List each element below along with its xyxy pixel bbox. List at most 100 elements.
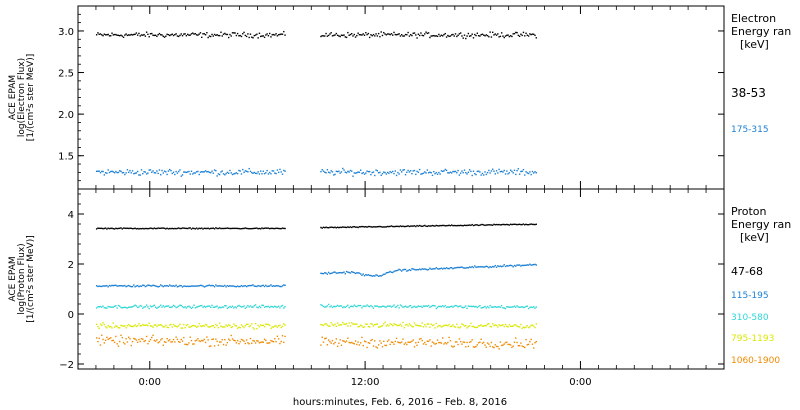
data-point-175-315 [452,170,454,173]
data-point-1060-1900 [393,343,395,345]
data-point-310-580 [147,306,149,308]
data-point-175-315 [474,172,476,175]
data-point-1060-1900 [356,343,358,346]
data-point-47-68 [411,225,413,227]
data-point-115-195 [481,266,484,268]
legend-entry-1060-1900: 1060-1900 [731,356,780,366]
data-point-1060-1900 [154,340,157,342]
data-point-115-195 [252,284,254,286]
data-point-1060-1900 [253,340,255,342]
data-point-310-580 [165,305,167,307]
data-point-1060-1900 [494,344,496,346]
data-point-175-315 [147,172,149,174]
data-point-310-580 [236,305,239,307]
data-point-175-315 [417,171,420,174]
data-point-115-195 [518,264,521,266]
data-point-175-315 [449,171,452,173]
data-point-310-580 [411,306,413,309]
data-point-47-68 [516,223,518,226]
data-point-175-315 [344,171,347,173]
data-point-38-53 [493,34,495,36]
data-point-38-53 [258,32,261,35]
data-point-115-195 [144,285,147,288]
data-point-115-195 [389,270,391,273]
data-point-115-195 [412,268,414,270]
data-point-47-68 [529,223,531,226]
data-point-1060-1900 [104,339,107,342]
data-point-115-195 [153,284,156,287]
data-point-795-1193 [192,324,194,327]
data-point-47-68 [415,225,417,228]
data-point-795-1193 [434,327,436,329]
data-point-115-195 [210,285,212,287]
data-point-115-195 [409,269,412,272]
data-point-47-68 [450,224,453,226]
data-point-795-1193 [106,327,108,329]
data-point-795-1193 [148,322,150,325]
data-point-115-195 [258,285,261,287]
data-point-795-1193 [384,321,386,323]
data-point-175-315 [270,173,272,175]
data-point-795-1193 [261,324,263,327]
data-point-310-580 [283,307,285,309]
data-point-310-580 [395,306,398,308]
data-point-310-580 [465,305,467,307]
data-point-175-315 [485,173,487,176]
data-point-38-53 [206,31,208,34]
data-point-47-68 [380,226,382,228]
data-point-115-195 [202,285,204,287]
data-point-795-1193 [117,327,120,329]
data-point-115-195 [251,284,253,287]
data-point-1060-1900 [177,340,180,343]
data-point-115-195 [444,267,446,270]
data-point-175-315 [520,170,522,173]
data-point-38-53 [416,37,418,39]
data-point-38-53 [161,34,163,36]
data-point-38-53 [124,34,126,36]
data-point-1060-1900 [142,338,144,340]
data-point-310-580 [127,306,130,309]
data-point-795-1193 [229,324,231,327]
data-point-795-1193 [107,324,109,327]
data-point-795-1193 [351,322,353,324]
data-point-47-68 [198,227,200,229]
data-point-795-1193 [349,325,352,327]
data-point-115-195 [220,285,222,287]
data-point-175-315 [324,171,326,173]
data-point-310-580 [426,305,429,307]
data-point-175-315 [334,173,336,176]
data-point-115-195 [185,285,188,288]
data-point-47-68 [272,227,275,230]
data-point-175-315 [226,171,229,174]
data-point-1060-1900 [380,342,382,344]
data-point-38-53 [261,35,263,37]
data-point-47-68 [507,223,509,226]
data-point-115-195 [395,269,398,272]
data-point-175-315 [425,172,427,174]
data-point-795-1193 [361,325,363,327]
data-point-795-1193 [340,324,343,326]
data-point-47-68 [498,223,500,226]
data-point-175-315 [175,170,177,173]
data-point-38-53 [270,36,272,38]
data-point-795-1193 [265,323,267,325]
data-point-795-1193 [472,325,475,328]
data-point-47-68 [533,223,535,226]
data-point-47-68 [329,226,331,229]
data-point-115-195 [338,272,340,274]
data-point-795-1193 [383,323,385,325]
data-point-1060-1900 [365,341,367,343]
data-point-795-1193 [365,323,367,325]
data-point-115-195 [198,285,200,287]
data-point-38-53 [453,35,455,37]
data-point-1060-1900 [372,345,375,347]
data-point-115-195 [347,271,349,273]
y-tick-label: −2 [59,360,74,371]
data-point-1060-1900 [448,336,450,339]
data-point-38-53 [354,36,357,38]
data-point-1060-1900 [111,339,113,342]
data-point-38-53 [415,34,417,36]
data-point-38-53 [102,34,104,37]
data-point-1060-1900 [485,346,487,348]
data-point-175-315 [193,172,195,174]
